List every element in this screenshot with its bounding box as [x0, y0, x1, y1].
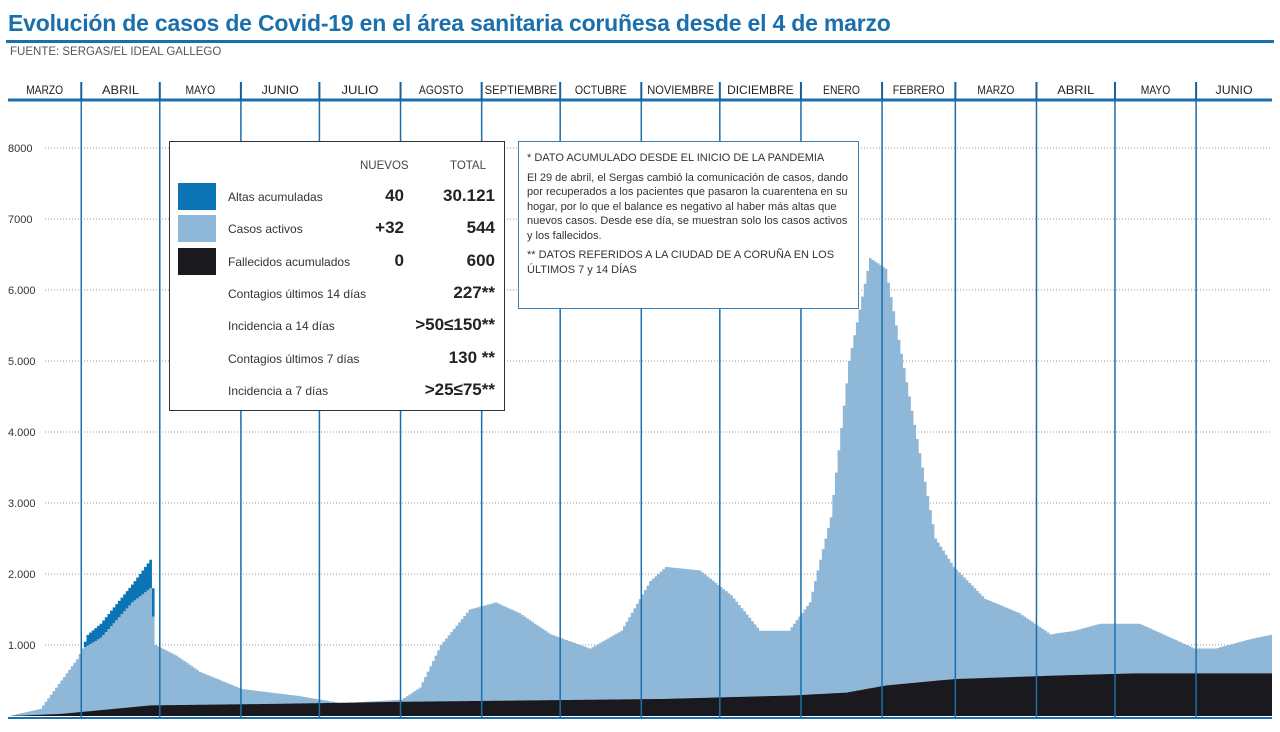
- y-tick-label: 6.000: [8, 285, 36, 297]
- y-tick-label: 1.000: [8, 640, 36, 652]
- legend-row: Fallecidos acumulados 0 600: [170, 247, 504, 275]
- legend-total-value: >25≤75**: [424, 379, 495, 399]
- legend-label: Casos activos: [228, 222, 303, 237]
- y-tick-label: 5.000: [8, 356, 36, 368]
- note-line-1: * DATO ACUMULADO DESDE EL INICIO DE LA P…: [527, 152, 825, 164]
- legend-box: NUEVOS TOTAL Altas acumuladas 40 30.121 Cas…: [169, 141, 505, 411]
- month-label: OCTUBRE: [575, 83, 627, 97]
- month-label: DICIEMBRE: [727, 83, 794, 97]
- month-label: ENERO: [823, 83, 860, 97]
- y-tick-label: 4.000: [8, 427, 36, 439]
- legend-new-value: 40: [385, 186, 404, 205]
- chart-title: Evolución de casos de Covid-19 en el áre…: [8, 10, 891, 36]
- legend-new-value: 0: [394, 250, 404, 270]
- legend-label: Altas acumuladas: [228, 190, 323, 204]
- legend-total-value: 544: [466, 218, 495, 238]
- month-label: MAYO: [1141, 83, 1171, 97]
- month-label: SEPTIEMBRE: [485, 83, 558, 97]
- month-label: ABRIL: [1057, 83, 1094, 97]
- legend-label: Fallecidos acumulados: [228, 254, 351, 269]
- month-label: FEBRERO: [893, 83, 945, 97]
- legend-header-total: TOTAL: [450, 160, 486, 172]
- y-tick-label: 8000: [8, 143, 32, 155]
- legend-total-value: >50≤150**: [415, 315, 495, 335]
- legend-row: Contagios últimos 7 días 130 **: [170, 348, 504, 372]
- note-line-3: ** DATOS REFERIDOS A LA CIUDAD DE A CORU…: [527, 249, 835, 276]
- legend-label: Incidencia a 14 días: [228, 319, 335, 334]
- legend-swatch: [178, 247, 216, 275]
- month-label: NOVIEMBRE: [647, 83, 714, 97]
- series-altas-acumuladas: [81, 559, 155, 649]
- month-label: MARZO: [977, 83, 1014, 97]
- legend-swatch: [178, 215, 216, 243]
- legend-swatch: [178, 183, 216, 210]
- legend-label: Incidencia a 7 días: [228, 383, 329, 398]
- month-label: MARZO: [26, 83, 63, 97]
- legend-total-value: 227**: [453, 282, 495, 302]
- chart-source: FUENTE: SERGAS/EL IDEAL GALLEGO: [10, 46, 222, 58]
- legend-row: Altas acumuladas 40 30.121: [170, 183, 504, 210]
- y-tick-label: 7000: [8, 214, 32, 226]
- legend-label: Contagios últimos 14 días: [228, 286, 367, 301]
- legend-row: Incidencia a 14 días >50≤150**: [170, 315, 504, 339]
- month-label: JULIO: [341, 83, 378, 97]
- y-tick-label: 2.000: [8, 569, 36, 581]
- month-label: AGOSTO: [419, 83, 463, 97]
- legend-label: Contagios últimos 7 días: [228, 351, 360, 366]
- month-label: JUNIO: [1216, 83, 1253, 97]
- legend-new-value: +32: [375, 218, 404, 238]
- legend-total-value: 600: [466, 250, 495, 270]
- month-label: MAYO: [186, 83, 216, 97]
- legend-total-value: 30.121: [443, 186, 495, 205]
- note-box: * DATO ACUMULADO DESDE EL INICIO DE LA P…: [518, 141, 859, 309]
- legend-header-new: NUEVOS: [360, 160, 409, 172]
- y-tick-label: 3.000: [8, 498, 36, 510]
- legend-row: Incidencia a 7 días >25≤75**: [170, 380, 504, 404]
- month-label: JUNIO: [262, 83, 299, 97]
- title-rule: [6, 40, 1274, 43]
- legend-total-value: 130 **: [448, 347, 495, 367]
- legend-row: Contagios últimos 14 días 227**: [170, 283, 504, 307]
- legend-row: Casos activos +32 544: [170, 215, 504, 243]
- month-label: ABRIL: [102, 83, 139, 97]
- note-line-2: El 29 de abril, el Sergas cambió la comu…: [527, 171, 849, 242]
